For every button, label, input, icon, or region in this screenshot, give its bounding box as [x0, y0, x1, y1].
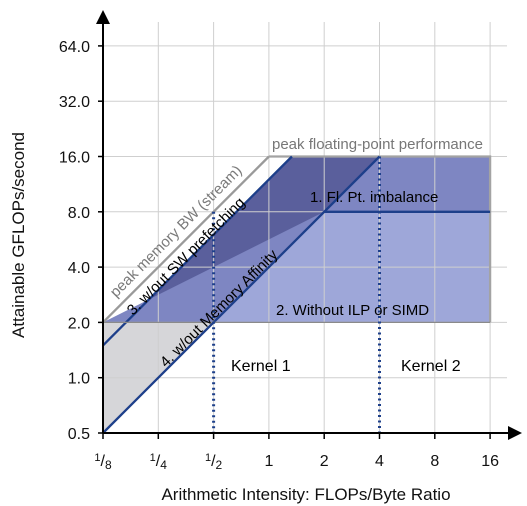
x-tick-label: 4: [375, 453, 384, 470]
x-tick-label: 1/4: [150, 452, 168, 472]
fp-imbalance-label: 1. Fl. Pt. imbalance: [310, 189, 438, 206]
x-tick-labels: 1/8 1/4 1/2 1 2 4 8 16: [94, 433, 499, 472]
x-tick-label: 2: [320, 453, 329, 470]
y-tick-label: 32.0: [59, 94, 90, 111]
y-tick-label: 64.0: [59, 39, 90, 56]
y-tick-label: 16.0: [59, 150, 90, 167]
peak-flops-label: peak floating-point performance: [272, 136, 483, 153]
x-tick-label: 16: [481, 453, 499, 470]
y-tick-label: 8.0: [68, 205, 90, 222]
x-tick-label: 1/2: [205, 452, 223, 472]
kernel-2-label: Kernel 2: [401, 358, 461, 375]
x-tick-label: 8: [430, 453, 439, 470]
kernel-1-label: Kernel 1: [231, 358, 291, 375]
x-tick-label: 1/8: [94, 452, 112, 472]
x-tick-label: 1: [264, 453, 273, 470]
y-tick-labels: 0.5 1.0 2.0 4.0 8.0 16.0 32.0 64.0: [59, 39, 103, 443]
y-axis-title: Attainable GFLOPs/second: [9, 132, 28, 338]
no-ilp-simd-label: 2. Without ILP or SIMD: [276, 302, 429, 319]
y-tick-label: 1.0: [68, 371, 90, 388]
y-tick-label: 4.0: [68, 260, 90, 277]
y-axis-arrow: [96, 10, 110, 24]
y-tick-label: 2.0: [68, 315, 90, 332]
x-axis-arrow: [508, 426, 522, 440]
x-axis-title: Arithmetic Intensity: FLOPs/Byte Ratio: [161, 485, 450, 504]
y-tick-label: 0.5: [68, 426, 90, 443]
